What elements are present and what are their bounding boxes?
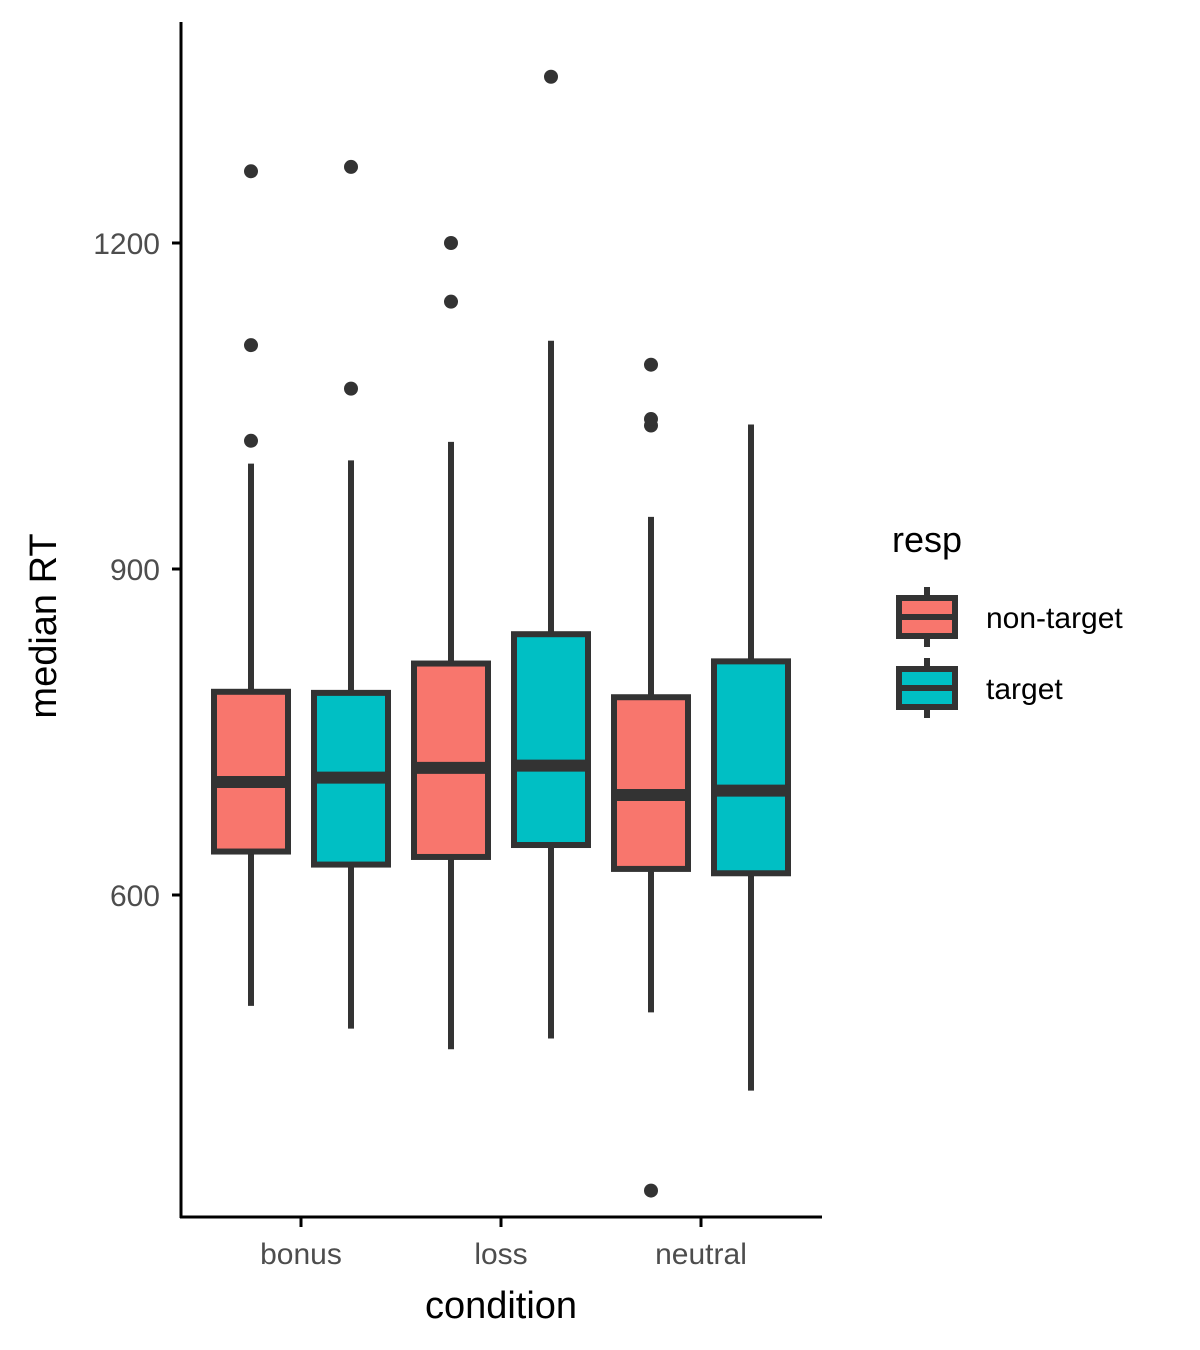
box-iqr bbox=[711, 658, 791, 877]
x-axis-ticks: bonus loss neutral bbox=[260, 1217, 747, 1271]
legend-entry-target: target bbox=[896, 658, 1063, 718]
outlier-point bbox=[444, 294, 458, 309]
legend-label: target bbox=[986, 673, 1063, 706]
box-iqr bbox=[211, 688, 291, 855]
legend: resp non-target target bbox=[892, 519, 1123, 718]
y-axis-title: median RT bbox=[23, 533, 65, 718]
outlier-point bbox=[244, 433, 258, 448]
box-loss-non-target bbox=[411, 236, 491, 1050]
box-iqr bbox=[611, 694, 691, 872]
legend-label: non-target bbox=[986, 602, 1123, 635]
outlier-point bbox=[244, 338, 258, 353]
box-bonus-non-target bbox=[211, 164, 291, 1006]
box-iqr bbox=[411, 660, 491, 860]
y-tick-label: 1200 bbox=[93, 228, 160, 261]
outlier-point bbox=[244, 164, 258, 179]
plot-area bbox=[211, 69, 791, 1198]
outlier-point bbox=[344, 381, 358, 396]
box-neutral-non-target bbox=[611, 357, 691, 1198]
box-bonus-target bbox=[311, 159, 391, 1029]
outlier-point bbox=[544, 69, 558, 84]
outlier-point bbox=[644, 412, 658, 427]
outlier-point bbox=[644, 357, 658, 372]
x-tick-label-neutral: neutral bbox=[655, 1238, 747, 1271]
box-iqr bbox=[511, 631, 591, 849]
outlier-point bbox=[344, 159, 358, 174]
outlier-point bbox=[644, 1183, 658, 1198]
y-tick-label: 900 bbox=[110, 554, 160, 587]
y-tick-label: 600 bbox=[110, 880, 160, 913]
x-tick-label-loss: loss bbox=[474, 1238, 527, 1271]
box-neutral-target bbox=[711, 424, 791, 1091]
box-loss-target bbox=[511, 69, 591, 1039]
y-axis-ticks: 600 900 1200 bbox=[93, 228, 181, 913]
x-tick-label-bonus: bonus bbox=[260, 1238, 342, 1271]
outlier-point bbox=[444, 236, 458, 250]
x-axis-title: condition bbox=[425, 1285, 577, 1327]
legend-entry-non-target: non-target bbox=[896, 587, 1123, 647]
legend-title: resp bbox=[892, 519, 962, 560]
